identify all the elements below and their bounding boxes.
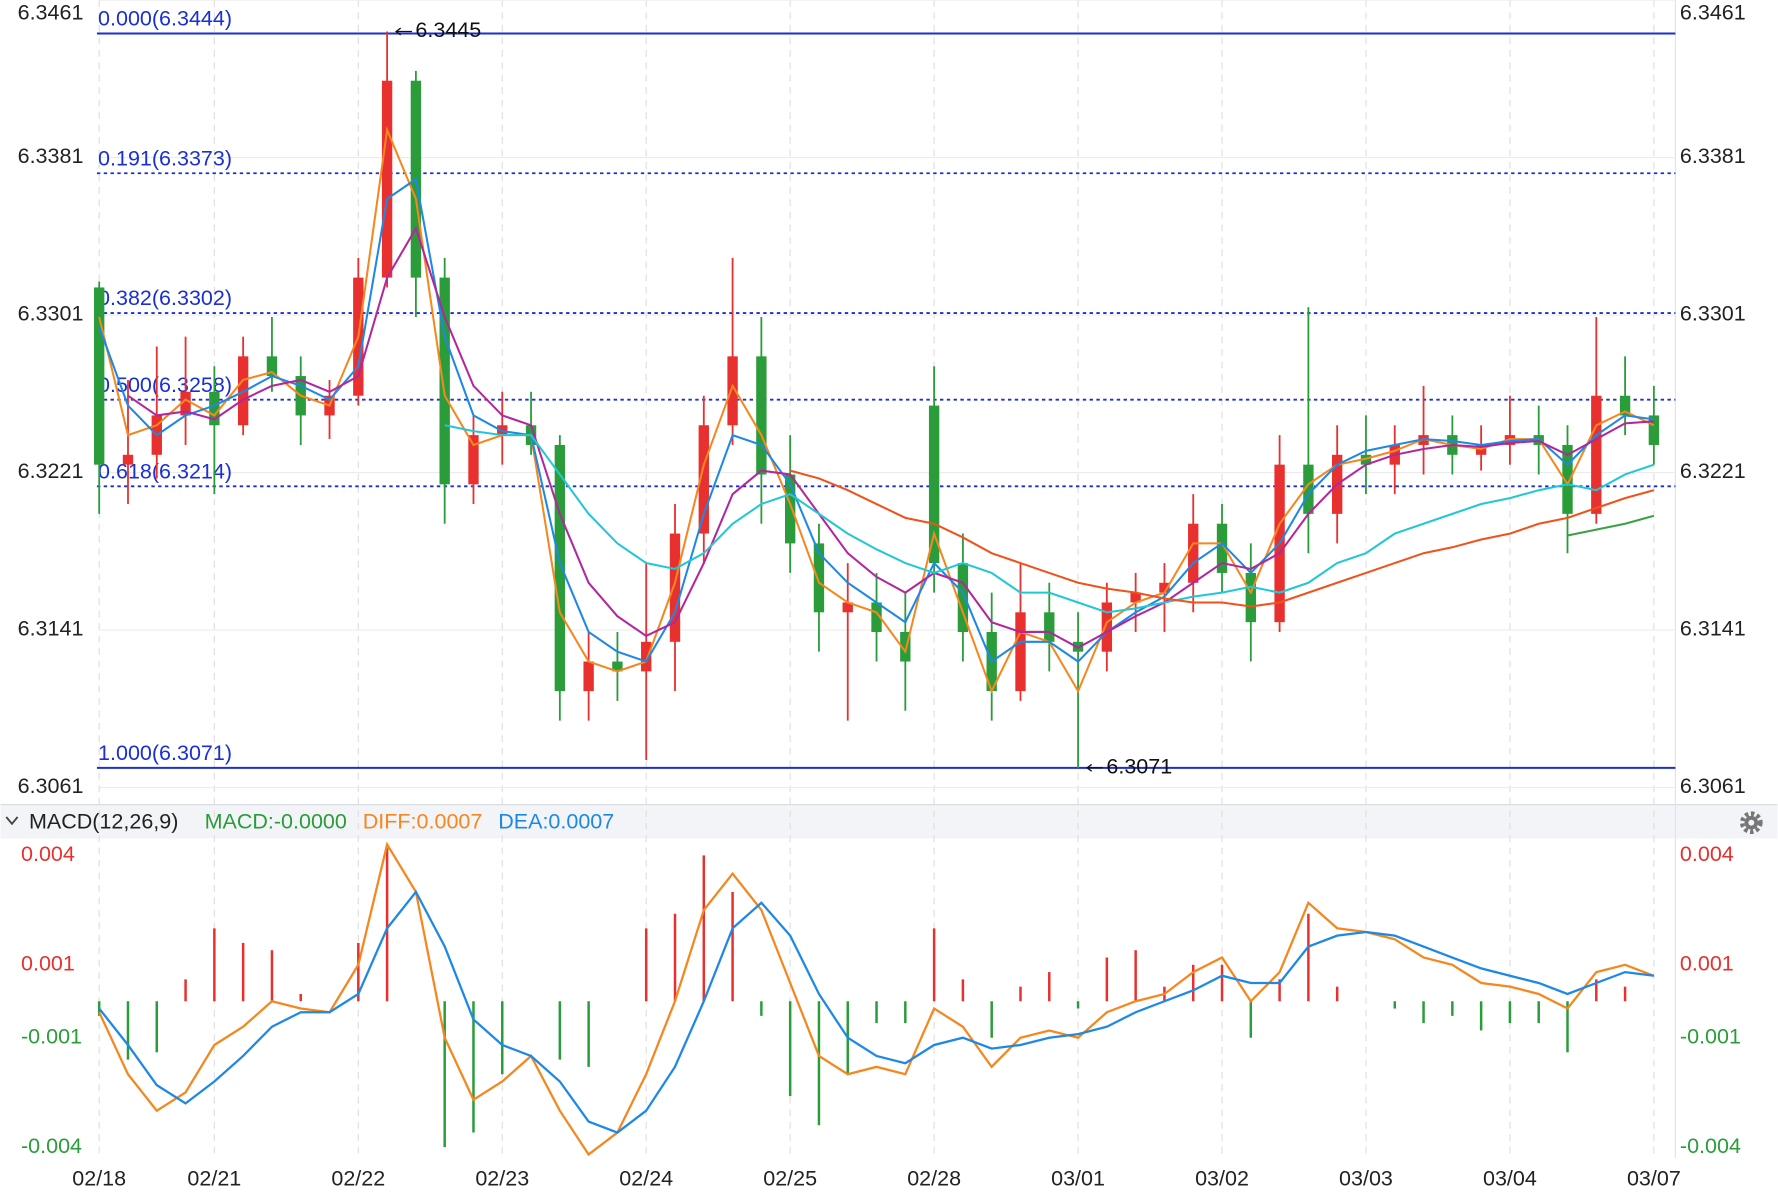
y-tick-label-right: 6.3061 bbox=[1680, 774, 1746, 798]
fib-label: 0.500(6.3258) bbox=[98, 373, 232, 397]
candle-body bbox=[928, 405, 940, 564]
indicator-readout: MACD:-0.0000 bbox=[205, 809, 347, 833]
y-tick-label: 6.3461 bbox=[18, 0, 84, 24]
fib-label: 0.618(6.3214) bbox=[98, 459, 232, 483]
macd-header bbox=[0, 804, 1778, 839]
indicator-readout: DEA:0.0007 bbox=[498, 809, 614, 833]
y-tick-label-right: 6.3141 bbox=[1680, 617, 1746, 641]
x-tick-label: 02/25 bbox=[763, 1166, 817, 1190]
x-tick-label: 02/22 bbox=[331, 1166, 385, 1190]
indicator-line bbox=[98, 177, 1655, 664]
candle-body bbox=[727, 356, 738, 426]
y-tick-label: 0.001 bbox=[21, 951, 75, 975]
indicator-line bbox=[789, 469, 1655, 608]
extreme-label: 6.3071 bbox=[1106, 755, 1172, 779]
candle-body bbox=[1591, 395, 1602, 514]
candle-body bbox=[698, 425, 709, 534]
indicator-readout: DIFF:0.0007 bbox=[363, 809, 483, 833]
candle-body bbox=[842, 602, 853, 613]
indicator-line bbox=[98, 889, 1655, 1134]
candle-body bbox=[900, 631, 911, 662]
indicator-line bbox=[98, 126, 1655, 694]
candle-body bbox=[266, 356, 278, 377]
fib-label: 0.382(6.3302) bbox=[98, 286, 232, 310]
y-tick-label-right: -0.001 bbox=[1680, 1024, 1741, 1048]
x-tick-label: 03/01 bbox=[1051, 1166, 1105, 1190]
candle-body bbox=[756, 356, 767, 475]
fib-label: 1.000(6.3071) bbox=[98, 741, 232, 765]
y-tick-label-right: 6.3221 bbox=[1680, 459, 1746, 483]
candle-body bbox=[784, 474, 796, 544]
fib-label: 0.191(6.3373) bbox=[98, 146, 232, 170]
x-tick-label: 03/07 bbox=[1627, 1166, 1681, 1190]
x-tick-label: 02/18 bbox=[72, 1166, 126, 1190]
collapse-icon[interactable] bbox=[5, 816, 19, 826]
candle-body bbox=[1245, 572, 1256, 623]
y-tick-label-right: 6.3381 bbox=[1680, 144, 1746, 168]
y-tick-label: 6.3061 bbox=[18, 774, 84, 798]
y-tick-label-right: 0.001 bbox=[1680, 951, 1734, 975]
y-tick-label: -0.004 bbox=[21, 1134, 82, 1158]
fib-label: 0.000(6.3444) bbox=[98, 7, 232, 31]
candle-body bbox=[583, 661, 594, 692]
indicator-line bbox=[1567, 514, 1655, 537]
y-tick-label: 6.3381 bbox=[18, 144, 84, 168]
candle-body bbox=[1216, 523, 1228, 573]
settings-icon[interactable] bbox=[1739, 811, 1763, 834]
candle-body bbox=[94, 287, 105, 465]
candle-body bbox=[1303, 464, 1314, 514]
candle-body bbox=[468, 435, 479, 485]
indicator-line bbox=[444, 424, 1655, 614]
indicator-line bbox=[127, 225, 1654, 649]
x-tick-label: 03/02 bbox=[1195, 1166, 1249, 1190]
candle-body bbox=[1130, 592, 1141, 603]
candle-body bbox=[209, 391, 220, 426]
y-tick-label-right: 6.3301 bbox=[1680, 302, 1746, 326]
candle-body bbox=[1619, 395, 1631, 416]
candle-body bbox=[957, 563, 969, 632]
candle-body bbox=[1562, 444, 1573, 514]
candle-body bbox=[813, 543, 825, 613]
y-tick-label-right: 6.3461 bbox=[1680, 0, 1746, 24]
x-tick-label: 03/04 bbox=[1483, 1166, 1537, 1190]
candle-body bbox=[381, 80, 393, 278]
candle-body bbox=[1159, 582, 1170, 593]
candle-body bbox=[612, 661, 623, 672]
candle-body bbox=[122, 454, 134, 465]
candle-body bbox=[871, 602, 882, 632]
candle-body bbox=[641, 641, 652, 672]
candle-body bbox=[1044, 612, 1055, 642]
x-tick-label: 02/28 bbox=[907, 1166, 961, 1190]
y-tick-label: 6.3221 bbox=[18, 459, 84, 483]
y-tick-label-right: 0.004 bbox=[1680, 842, 1734, 866]
candle-body bbox=[1648, 415, 1660, 445]
candle-body bbox=[554, 444, 566, 692]
y-tick-label: 0.004 bbox=[21, 842, 75, 866]
x-tick-label: 03/03 bbox=[1339, 1166, 1393, 1190]
extreme-label: 6.3445 bbox=[415, 18, 481, 42]
x-tick-label: 02/24 bbox=[619, 1166, 673, 1190]
candle-body bbox=[1015, 612, 1026, 692]
y-tick-label-right: -0.004 bbox=[1680, 1134, 1741, 1158]
x-tick-label: 02/23 bbox=[475, 1166, 529, 1190]
y-tick-label: 6.3301 bbox=[18, 302, 84, 326]
y-tick-label: -0.001 bbox=[21, 1024, 82, 1048]
candle-body bbox=[1101, 602, 1113, 652]
indicator-line bbox=[98, 841, 1655, 1157]
y-tick-label: 6.3141 bbox=[18, 617, 84, 641]
candle-body bbox=[669, 533, 681, 642]
indicator-title: MACD(12,26,9) bbox=[29, 809, 178, 833]
candle-body bbox=[1188, 523, 1199, 583]
candle-body bbox=[439, 277, 450, 485]
x-tick-label: 02/21 bbox=[187, 1166, 241, 1190]
extreme-arrow bbox=[1085, 763, 1103, 772]
candle-body bbox=[180, 391, 191, 416]
extreme-arrow bbox=[395, 27, 413, 36]
